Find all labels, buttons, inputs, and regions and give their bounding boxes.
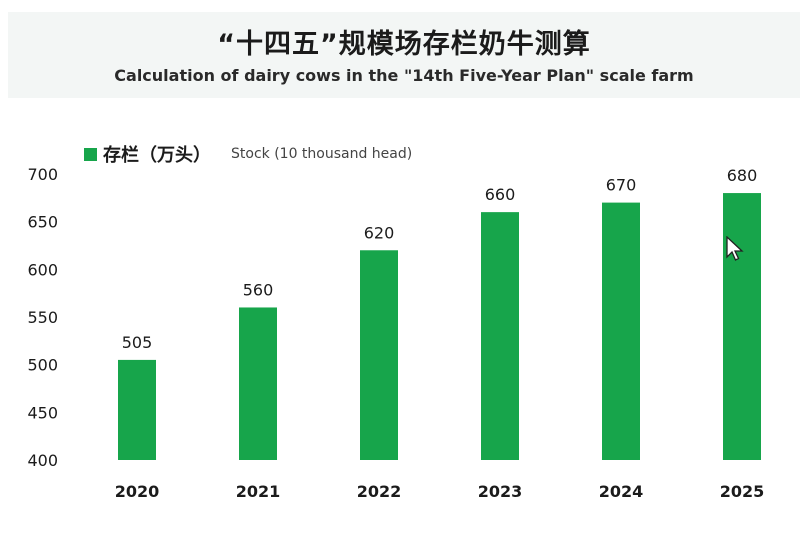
y-tick-label: 550 bbox=[27, 308, 58, 327]
data-label: 660 bbox=[485, 185, 516, 204]
data-label: 505 bbox=[122, 333, 153, 352]
x-tick-label: 2023 bbox=[478, 482, 523, 501]
y-tick-label: 400 bbox=[27, 451, 58, 470]
legend-label-cn: 存栏（万头） bbox=[103, 145, 211, 166]
y-tick-label: 450 bbox=[27, 403, 58, 422]
y-tick-label: 500 bbox=[27, 356, 58, 375]
x-tick-label: 2022 bbox=[357, 482, 402, 501]
x-tick-label: 2021 bbox=[236, 482, 281, 501]
x-tick-label: 2024 bbox=[599, 482, 644, 501]
chart-title: “十四五”规模场存栏奶牛测算 bbox=[217, 29, 591, 60]
x-tick-label: 2025 bbox=[720, 482, 765, 501]
bar bbox=[602, 202, 640, 460]
bar bbox=[723, 193, 761, 461]
bar bbox=[481, 212, 519, 460]
data-label: 620 bbox=[364, 223, 395, 242]
header-band bbox=[8, 12, 800, 98]
data-label: 670 bbox=[606, 176, 637, 195]
legend-label-en: Stock (10 thousand head) bbox=[231, 146, 413, 162]
y-tick-label: 600 bbox=[27, 260, 58, 279]
bar bbox=[118, 359, 156, 460]
legend: 存栏（万头） Stock (10 thousand head) bbox=[84, 143, 413, 166]
chart-subtitle: Calculation of dairy cows in the "14th F… bbox=[114, 66, 694, 85]
x-tick-label: 2020 bbox=[115, 482, 160, 501]
mouse-pointer-icon bbox=[726, 236, 744, 261]
bar bbox=[239, 307, 277, 460]
y-tick-label: 650 bbox=[27, 213, 58, 232]
legend-swatch bbox=[84, 147, 97, 161]
data-label: 560 bbox=[243, 280, 274, 299]
data-label: 680 bbox=[727, 166, 758, 185]
bar bbox=[360, 250, 398, 460]
y-tick-label: 700 bbox=[27, 165, 58, 184]
